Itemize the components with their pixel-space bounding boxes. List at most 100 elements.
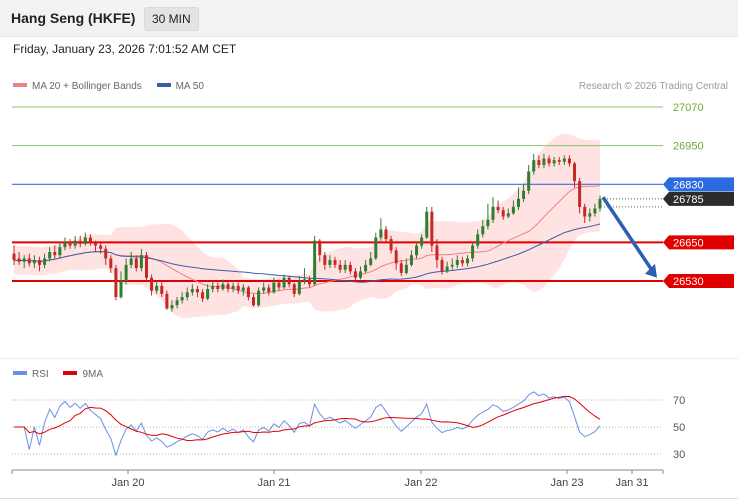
timestamp: Friday, January 23, 2026 7:01:52 AM CET (13, 42, 237, 56)
candle-body (598, 198, 602, 209)
candle-body (445, 266, 449, 272)
candle-body (532, 160, 536, 172)
candle-body (369, 258, 373, 265)
candle-body (364, 264, 368, 272)
legend-label-rsi: RSI (32, 369, 49, 380)
x-tick-label: Jan 31 (615, 477, 648, 489)
candle-body (12, 253, 16, 261)
candle-body (277, 282, 281, 288)
x-tick-label: Jan 23 (550, 477, 583, 489)
candle-body (359, 271, 363, 278)
candle-body (481, 226, 485, 235)
candle-body (389, 239, 393, 251)
candle-body (578, 181, 582, 207)
candle-body (165, 293, 169, 309)
candle-body (104, 248, 108, 259)
price-tag-red-tag (663, 235, 734, 250)
candle-body (124, 264, 128, 281)
candle-body (99, 245, 103, 249)
legend-item-9ma: 9MA (63, 369, 103, 380)
rsi-tick-label: 30 (673, 449, 685, 461)
candle-body (455, 260, 459, 265)
candle-body (409, 255, 413, 265)
price-tag-label: 26650 (673, 237, 704, 249)
rsi-tick-label: 50 (673, 422, 685, 434)
candle-body (384, 229, 388, 240)
candle-body (496, 206, 500, 211)
candle-body (466, 258, 470, 264)
candle-body (511, 206, 515, 214)
x-tick-label: Jan 22 (404, 477, 437, 489)
price-tag-dark-tag (663, 191, 734, 206)
candle-body (231, 285, 235, 290)
candle-body (318, 240, 322, 256)
candle-body (88, 237, 92, 243)
candle-body (134, 258, 138, 269)
price-tag-label: 27070 (673, 102, 704, 114)
candle-body (415, 245, 419, 256)
candle-body (236, 285, 240, 291)
candle-body (588, 213, 592, 217)
price-tag-label: 26530 (673, 276, 704, 288)
candle-body (501, 210, 505, 217)
candle-body (262, 287, 266, 291)
candle-body (155, 285, 159, 291)
timeframe-badge[interactable]: 30 MIN (144, 7, 199, 31)
candle-body (257, 290, 261, 306)
candle-body (144, 255, 148, 278)
candle-body (150, 277, 154, 291)
candle-body (435, 245, 439, 261)
candle-body (440, 260, 444, 272)
price-tag-label: 26950 (673, 141, 704, 153)
candle-body (562, 158, 566, 162)
candle-body (17, 258, 21, 262)
candle-body (160, 285, 164, 294)
candle-body (460, 260, 464, 264)
candle-body (180, 297, 184, 301)
9ma-swatch (63, 371, 78, 376)
candle-body (211, 285, 215, 290)
price-tag-label: 26785 (673, 194, 704, 206)
candle-body (68, 242, 72, 246)
candle-body (170, 305, 174, 309)
candle-body (32, 260, 36, 264)
candle-body (94, 242, 98, 246)
candle-body (430, 211, 434, 246)
candle-body (226, 284, 230, 290)
candle-body (58, 247, 62, 256)
forecast-arrow-shaft (601, 196, 655, 273)
candle-body (22, 258, 26, 262)
candle-body (109, 258, 113, 269)
candle-body (491, 206, 495, 220)
candle-body (379, 229, 383, 238)
candle-body (583, 206, 587, 217)
credit-text: Research © 2026 Trading Central (578, 81, 728, 92)
candle-body (73, 240, 77, 246)
candle-body (48, 252, 52, 259)
candle-body (450, 264, 454, 267)
candle-body (333, 260, 337, 265)
candle-body (63, 242, 67, 248)
candle-body (537, 160, 541, 165)
candle-body (195, 289, 199, 293)
price-tag-blue-tag (663, 177, 734, 192)
candle-body (353, 271, 357, 278)
legend-label-ma20: MA 20 + Bollinger Bands (32, 81, 142, 92)
instrument-title: Hang Seng (HKFE) (11, 10, 136, 26)
candle-body (348, 264, 352, 272)
candle-body (573, 163, 577, 182)
candle-body (272, 282, 276, 293)
candle-body (216, 285, 220, 290)
candle-body (308, 279, 312, 285)
candle-body (542, 158, 546, 165)
candle-body (527, 171, 531, 191)
candle-body (83, 237, 87, 244)
bollinger-band (14, 133, 600, 318)
candle-body (425, 211, 429, 238)
x-tick-label: Jan 21 (257, 477, 290, 489)
candle-body (522, 190, 526, 199)
x-tick-label: Jan 20 (111, 477, 144, 489)
ma50-line (13, 223, 601, 283)
candle-body (404, 264, 408, 273)
